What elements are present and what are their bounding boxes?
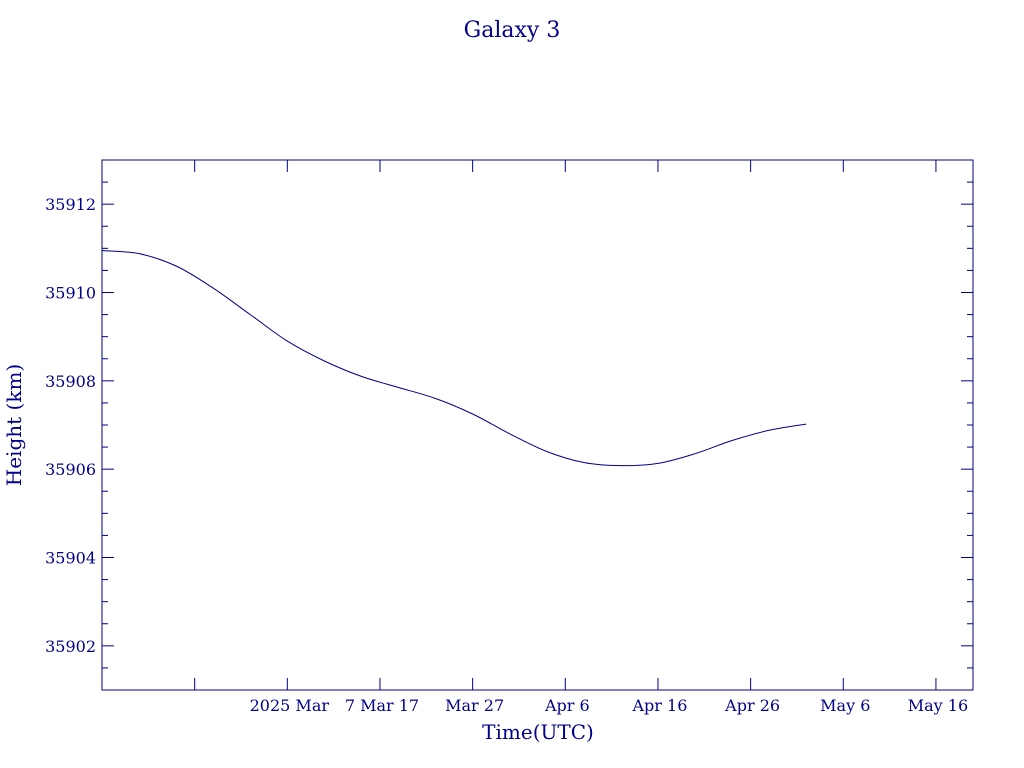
y-tick-label: 35908 <box>45 372 96 391</box>
chart-title: Galaxy 3 <box>464 18 561 43</box>
x-tick-labels: 2025 Mar 7 Mar 17 Mar 27 Apr 6 Apr 16 Apr 26 M… <box>250 696 969 715</box>
axis-ticks <box>102 159 973 691</box>
x-tick-label: Apr 26 <box>724 696 780 715</box>
y-tick-label: 35904 <box>45 549 96 568</box>
x-tick-label: Apr 16 <box>632 696 688 715</box>
y-axis-label: Height (km) <box>2 364 26 486</box>
series-group <box>101 250 807 467</box>
y-tick-label: 35906 <box>45 460 96 479</box>
plot-frame <box>101 159 974 691</box>
y-tick-label: 35912 <box>45 195 96 214</box>
x-tick-label: Mar 27 <box>445 696 504 715</box>
x-tick-label: 2025 Mar <box>250 696 330 715</box>
series-line <box>101 250 807 467</box>
x-tick-label: May 16 <box>908 696 968 715</box>
x-axis-label: Time(UTC) <box>482 720 594 744</box>
y-tick-label: 35902 <box>45 637 96 656</box>
y-tick-label: 35910 <box>45 284 96 303</box>
y-tick-labels: 35902 35904 35906 35908 35910 35912 <box>45 195 96 656</box>
x-tick-label: 7 Mar 17 <box>345 696 419 715</box>
x-tick-label: Apr 6 <box>544 696 590 715</box>
x-tick-label: May 6 <box>820 696 870 715</box>
